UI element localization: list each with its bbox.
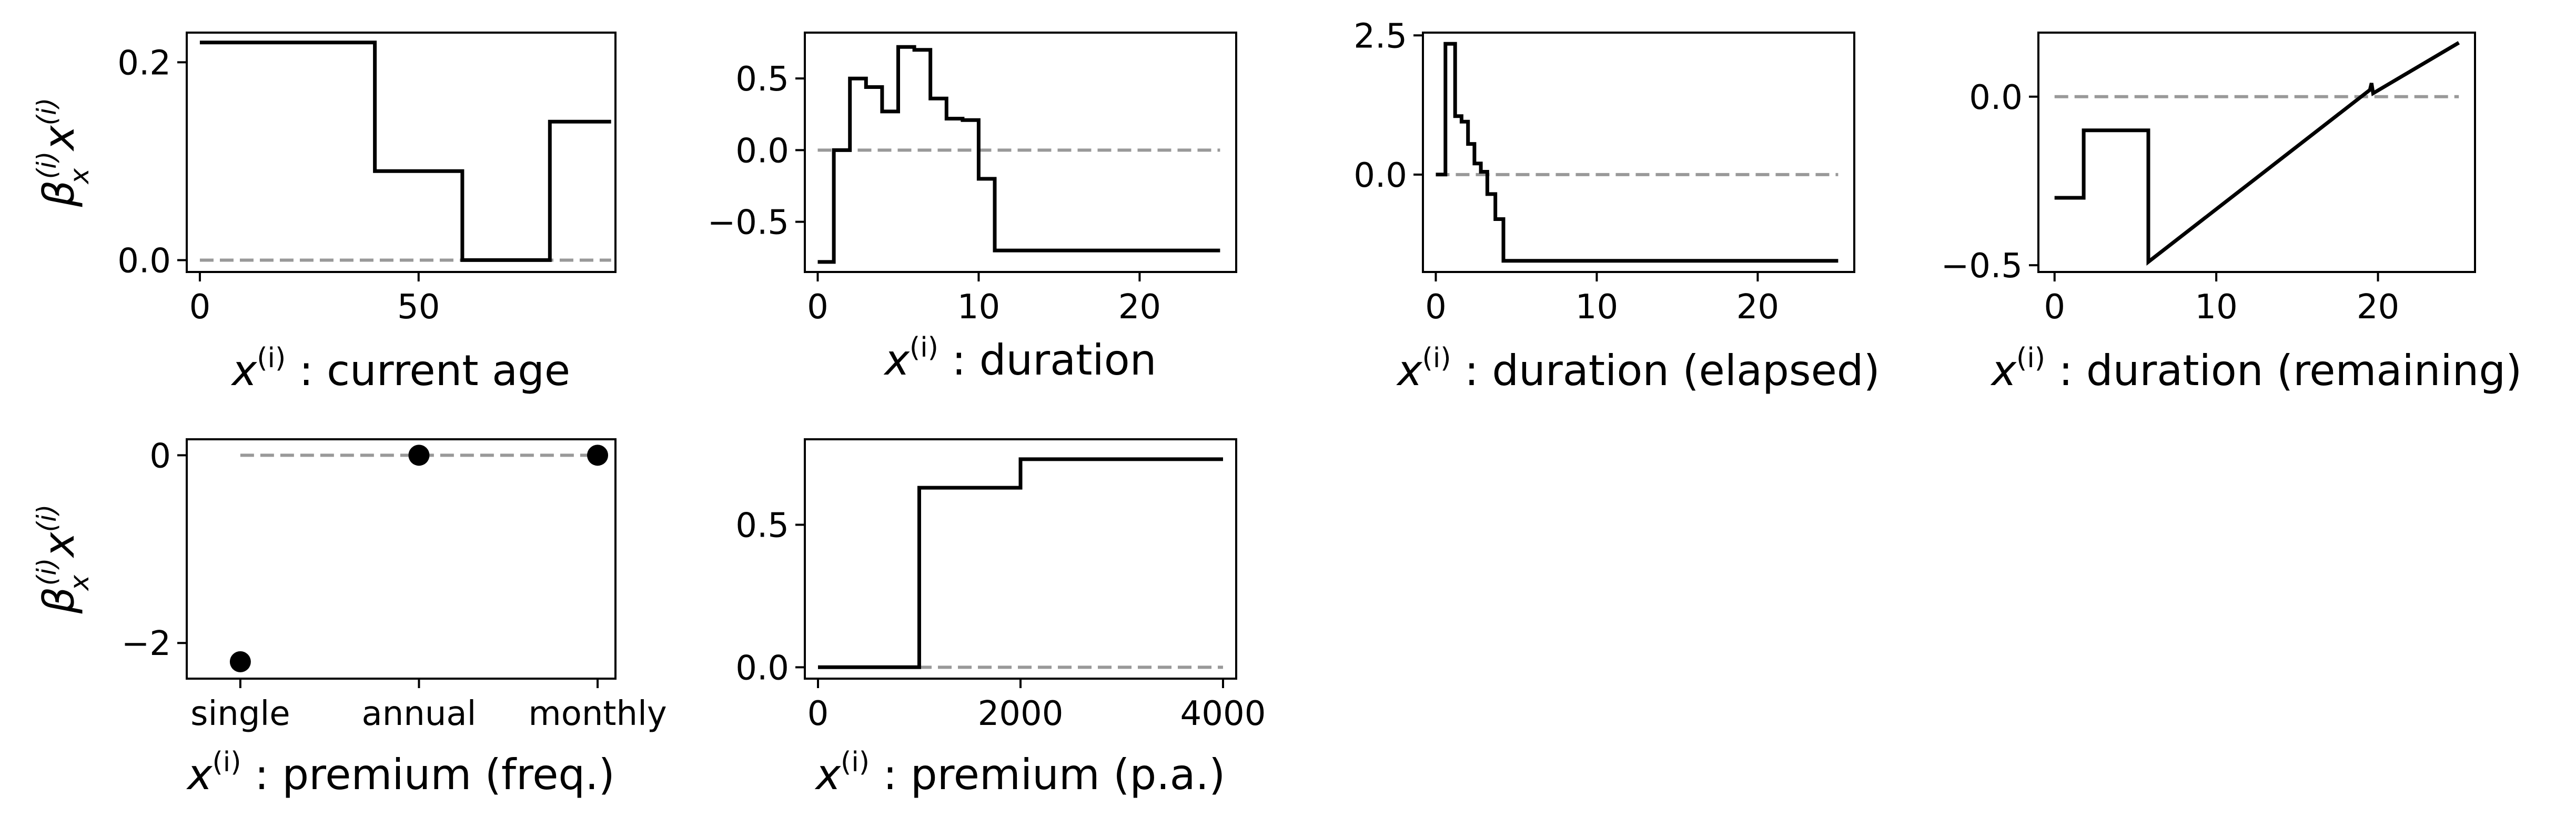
x-axis-label: x(i) : premium (freq.) — [186, 747, 615, 799]
chart-panel-5: single annual monthly −2 0 x(i) : premium (fr… — [122, 437, 667, 799]
x-tick-label: 0 — [807, 288, 829, 327]
y-tick-label: 0.2 — [117, 44, 171, 83]
plot-frame — [1422, 32, 1855, 273]
x-tick-label: 0 — [807, 694, 829, 733]
y-axis-label: β(i)xx(i) — [32, 98, 95, 208]
y-tick-label: 0.5 — [735, 507, 789, 546]
x-tick-label: monthly — [528, 694, 666, 733]
x-axis-label: x(i) : duration (remaining) — [1990, 342, 2522, 395]
x-axis-label: x(i) : premium (p.a.) — [814, 747, 1226, 799]
x-axis-label: x(i) : duration (elapsed) — [1396, 342, 1880, 395]
plot-frame — [186, 32, 617, 273]
y-tick-label: −2 — [122, 624, 171, 663]
x-tick-label: 0 — [2044, 288, 2065, 327]
effect-line — [199, 41, 611, 262]
svg-text:β(i)xx(i): β(i)xx(i) — [32, 505, 95, 614]
data-point-single — [229, 651, 251, 672]
x-tick-label: 4000 — [1180, 694, 1266, 733]
y-tick-label: 0.0 — [117, 241, 171, 280]
x-axis-label: x(i) : current age — [230, 342, 570, 395]
y-axis-label: β(i)xx(i) — [32, 505, 95, 614]
x-tick-label: 10 — [1575, 288, 1618, 327]
x-tick-label: 20 — [1736, 288, 1779, 327]
y-tick-label: 0.0 — [1353, 156, 1407, 195]
y-tick-label: 2.5 — [1353, 17, 1407, 56]
x-tick-label: 0 — [189, 288, 211, 327]
chart-panel-3: 0 10 20 0.0 2.5 x(i) : duration (elapsed) — [1353, 17, 1880, 395]
y-tick-label: 0.0 — [1969, 78, 2023, 117]
y-tick-label: 0 — [149, 437, 171, 476]
effect-line — [818, 457, 1223, 669]
y-tick-label: 0.0 — [735, 132, 789, 170]
x-tick-label: single — [190, 694, 290, 733]
chart-panel-1: 0 50 0.0 0.2 x(i) : current age — [117, 32, 617, 395]
x-tick-label: 2000 — [978, 694, 1064, 733]
x-tick-label: 10 — [2195, 288, 2237, 327]
x-tick-label: 20 — [1118, 288, 1161, 327]
x-tick-label: 20 — [2357, 288, 2399, 327]
plot-frame — [186, 438, 617, 680]
data-point-annual — [408, 445, 430, 466]
x-tick-label: 0 — [1425, 288, 1447, 327]
svg-text:β(i)xx(i): β(i)xx(i) — [32, 98, 95, 208]
chart-panel-4: 0 10 20 −0.5 0.0 x(i) : duration (remaining) — [1941, 32, 2522, 395]
y-tick-label: 0.5 — [735, 60, 789, 99]
x-axis-label: x(i) : duration — [883, 332, 1157, 385]
plot-frame — [2037, 32, 2476, 273]
y-tick-label: −0.5 — [708, 204, 789, 243]
x-tick-label: 10 — [957, 288, 1000, 327]
effect-line — [817, 45, 1220, 264]
x-tick-label: annual — [362, 694, 477, 733]
chart-panel-6: 0 2000 4000 0.0 0.5 x(i) : premium (p.a.) — [735, 438, 1266, 799]
effect-line — [1436, 42, 1838, 263]
x-tick-label: 50 — [397, 288, 440, 327]
chart-panel-2: 0 10 20 −0.5 0.0 0.5 x(i) : duration — [708, 32, 1237, 385]
y-tick-label: 0.0 — [735, 649, 789, 688]
data-point-monthly — [587, 445, 609, 466]
y-tick-label: −0.5 — [1941, 247, 2023, 286]
plot-frame — [804, 32, 1237, 273]
effect-line — [2054, 41, 2460, 266]
